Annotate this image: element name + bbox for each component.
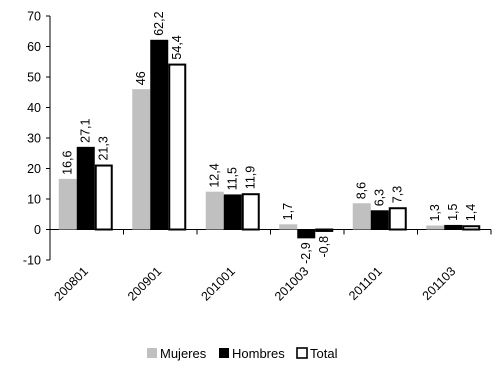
bar-hombres-201103 [444, 224, 463, 230]
legend-swatch-hombres [219, 348, 229, 358]
legend-swatch-total [296, 347, 308, 359]
bar-total-201103 [462, 225, 481, 231]
bar-total-201001 [241, 193, 260, 231]
y-tick-label: 60 [27, 40, 41, 54]
bar-total-201003 [315, 228, 334, 232]
x-category-label: 200801 [51, 264, 90, 303]
legend-label-mujeres: Mujeres [160, 346, 207, 361]
legend-label-total: Total [310, 346, 338, 361]
y-tick-label: 10 [27, 193, 41, 207]
data-label: 8,6 [355, 182, 369, 199]
data-label: 16,6 [61, 150, 75, 174]
y-tick-label: 50 [27, 71, 41, 85]
data-label: 21,3 [97, 136, 111, 160]
x-category-label: 200901 [125, 264, 164, 303]
bar-total-201101 [388, 207, 407, 231]
bar-hombres-201101 [370, 210, 389, 230]
data-label: 1,7 [281, 203, 295, 220]
data-label: 62,2 [152, 11, 166, 35]
data-label: 1,3 [428, 204, 442, 221]
y-tick-label: 30 [27, 132, 41, 146]
bar-total-200901 [168, 63, 187, 231]
legend-swatch-mujeres [147, 348, 157, 358]
bar-hombres-200801 [76, 146, 95, 230]
data-label: -2,9 [299, 242, 313, 264]
x-category-label: 201103 [420, 264, 459, 303]
y-tick-label: 40 [27, 101, 41, 115]
bar-mujeres-200801 [58, 178, 77, 230]
data-label: 7,3 [391, 186, 405, 203]
y-tick-label: 0 [34, 223, 41, 237]
legend-label-hombres: Hombres [232, 346, 285, 361]
bar-hombres-201001 [223, 194, 242, 230]
data-label: 27,1 [79, 118, 93, 142]
bar-mujeres-201101 [352, 203, 371, 230]
y-tick-label: 70 [27, 10, 41, 24]
bar-hombres-201003 [297, 229, 316, 239]
bar-mujeres-201103 [426, 225, 445, 230]
y-tick-label: 20 [27, 162, 41, 176]
x-category-label: 201001 [198, 264, 237, 303]
bars [58, 39, 481, 239]
y-tick-label: -10 [23, 254, 41, 268]
bar-hombres-200901 [150, 39, 169, 230]
x-category-label: 201003 [272, 264, 311, 303]
bar-mujeres-201001 [205, 191, 224, 230]
data-label: -0,8 [317, 236, 331, 258]
data-label: 46 [134, 71, 148, 85]
data-label: 6,3 [373, 189, 387, 206]
x-category-label: 201101 [346, 264, 385, 303]
data-label: 11,9 [244, 166, 258, 189]
bar-mujeres-200901 [132, 89, 151, 230]
data-label: 1,5 [446, 204, 460, 221]
bar-total-200801 [94, 164, 113, 231]
data-label: 11,5 [226, 167, 240, 190]
data-label: 1,4 [464, 204, 478, 221]
bar-mujeres-201003 [279, 224, 298, 230]
data-labels: 16,6 46 12,4 1,7 8,6 1,3 27,1 62,2 11,5 -2,9 6,3 1,… [61, 11, 479, 263]
data-label: 54,4 [170, 35, 184, 59]
data-label: 12,4 [208, 163, 222, 187]
legend: Mujeres Hombres Total [147, 346, 338, 361]
